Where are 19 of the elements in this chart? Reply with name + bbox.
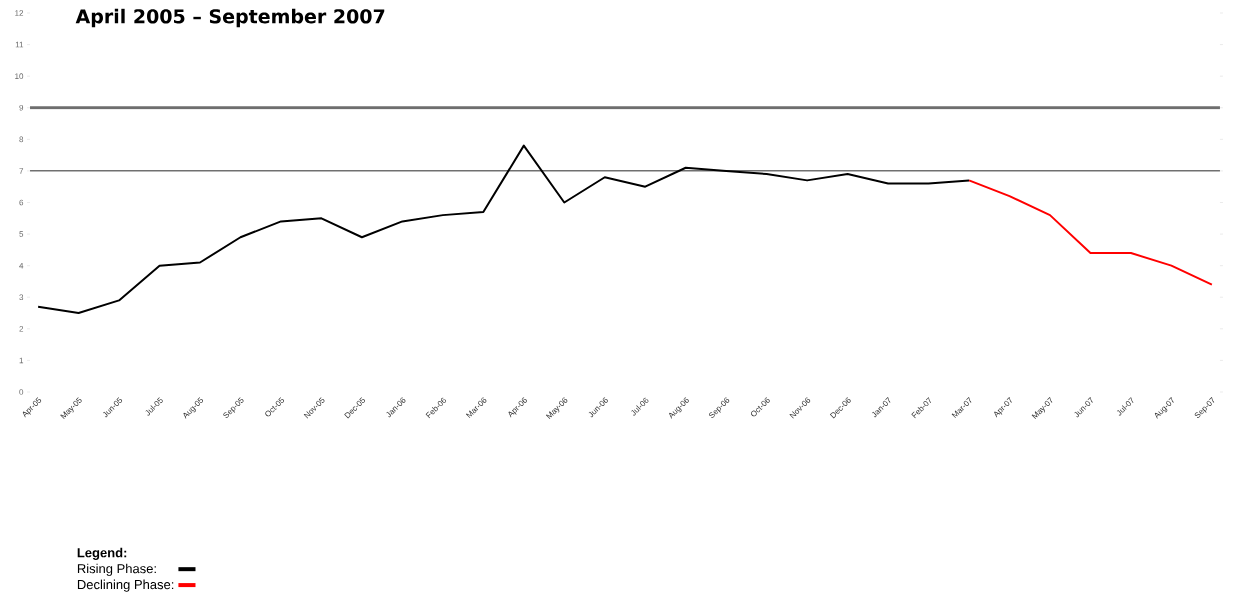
y-tick-label: 6 xyxy=(19,199,24,206)
y-tick-label: 5 xyxy=(19,231,24,237)
y-tick-label: 0 xyxy=(19,389,24,395)
y-tick-label: 10 xyxy=(15,73,24,79)
y-tick-label: 7 xyxy=(19,168,24,174)
legend-label: Rising Phase: xyxy=(77,563,156,576)
y-tick-label: 4 xyxy=(19,262,24,269)
y-tick-label: 9 xyxy=(19,104,24,111)
y-tick-label: 8 xyxy=(19,136,24,143)
legend-label: Declining Phase: xyxy=(77,579,174,592)
line-series xyxy=(37,144,971,315)
y-tick-label: 1 xyxy=(19,357,24,364)
y-tick-label: 3 xyxy=(19,294,24,301)
legend-title: Legend: xyxy=(77,547,127,560)
y-tick-label: 11 xyxy=(15,41,24,48)
chart-title: April 2005 – September 2007 xyxy=(75,8,385,28)
y-tick-label: 12 xyxy=(15,10,24,16)
y-tick-label: 2 xyxy=(19,326,24,332)
line-series xyxy=(968,179,1213,286)
